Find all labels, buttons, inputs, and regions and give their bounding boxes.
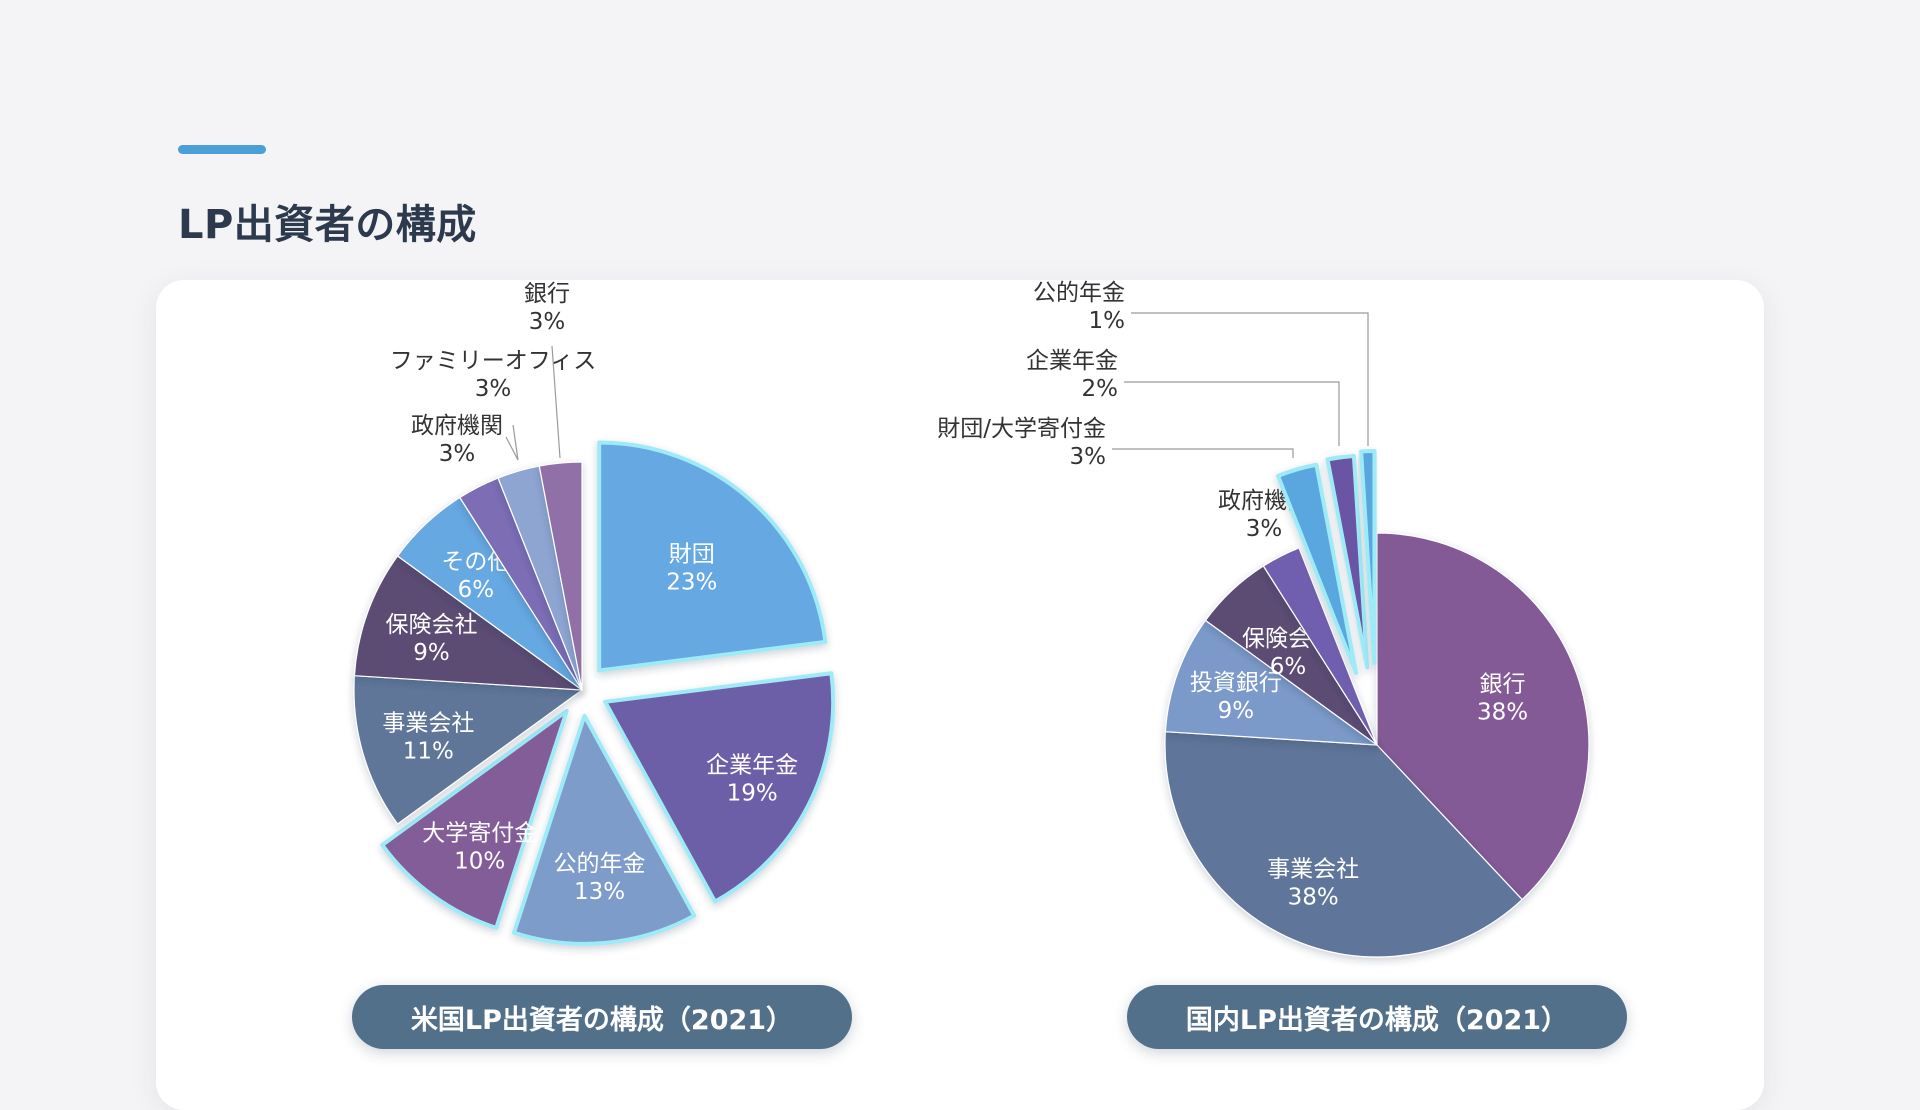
us-slice-2: [511, 713, 697, 946]
us-slice-1: [603, 671, 836, 904]
jp-slice-1: [1164, 731, 1523, 958]
us-slice-3: [380, 709, 569, 930]
jp-leader-line-6: [1124, 381, 1340, 446]
us-label-5: 保険会社: [385, 612, 477, 638]
us-value-label-1: 19%: [727, 781, 778, 807]
us-value-label-6: 6%: [458, 577, 495, 603]
us-chart-caption: 米国LP出資者の構成（2021）: [352, 985, 852, 1049]
us-label-4: 事業会社: [382, 711, 474, 737]
jp-slice-0: [1376, 532, 1590, 901]
us-slice-9: [538, 461, 583, 691]
us-value-label-8: 3%: [475, 376, 512, 402]
us-value-label-9: 3%: [529, 309, 566, 335]
jp-slice-2: [1164, 619, 1378, 746]
jp-value-label-4: 3%: [1246, 516, 1283, 542]
jp-slice-7: [1359, 449, 1377, 666]
jp-value-label-0: 38%: [1477, 699, 1528, 725]
jp-label-1: 事業会社: [1267, 857, 1359, 883]
us-leader-line-8: [512, 424, 519, 461]
us-label-7: 政府機関: [411, 413, 503, 439]
jp-value-label-3: 6%: [1270, 654, 1307, 680]
page-title: LP出資者の構成: [178, 202, 477, 248]
us-value-label-4: 11%: [403, 739, 454, 765]
us-value-label-2: 13%: [574, 879, 625, 905]
jp-leader-line-5: [1112, 448, 1294, 458]
jp-slice-5: [1276, 462, 1359, 675]
jp-value-label-6: 2%: [1082, 376, 1119, 402]
us-slice-0: [597, 440, 828, 673]
us-label-0: 財団: [669, 541, 715, 567]
us-label-1: 企業年金: [706, 753, 798, 779]
title-accent-bar: [178, 145, 266, 154]
us-label-9: 銀行: [524, 281, 570, 307]
us-value-label-3: 10%: [454, 849, 505, 875]
us-label-2: 公的年金: [554, 851, 646, 877]
us-label-8: ファミリーオフィス: [390, 348, 597, 374]
us-label-3: 大学寄付金: [422, 821, 537, 847]
pie-charts-canvas: 財団23%企業年金19%公的年金13%大学寄付金10%事業会社11%保険会社9%…: [353, 280, 1590, 958]
us-slice-5: [353, 555, 583, 691]
jp-leader-line-7: [1131, 312, 1369, 446]
us-slice-4: [353, 675, 583, 825]
us-value-label-7: 3%: [439, 441, 476, 467]
us-leader-line-7: [505, 436, 519, 461]
jp-lp-pie-chart: 銀行38%事業会社38%投資銀行9%保険会社6%政府機関3%財団/大学寄付金3%…: [937, 280, 1590, 958]
jp-slice-4: [1262, 547, 1378, 746]
jp-label-2: 投資銀行: [1190, 670, 1282, 696]
jp-slice-6: [1325, 454, 1370, 670]
jp-value-label-1: 38%: [1288, 885, 1339, 911]
jp-label-5: 財団/大学寄付金: [937, 416, 1106, 442]
us-value-label-5: 9%: [413, 640, 450, 666]
jp-value-label-7: 1%: [1089, 308, 1126, 334]
jp-label-6: 企業年金: [1026, 348, 1118, 374]
us-leader-line-9: [551, 345, 561, 459]
jp-value-label-5: 3%: [1070, 444, 1107, 470]
us-value-label-0: 23%: [666, 569, 717, 595]
jp-chart-caption: 国内LP出資者の構成（2021）: [1127, 985, 1627, 1049]
jp-label-0: 銀行: [1480, 671, 1526, 697]
jp-value-label-2: 9%: [1218, 698, 1255, 724]
jp-label-7: 公的年金: [1033, 280, 1125, 306]
